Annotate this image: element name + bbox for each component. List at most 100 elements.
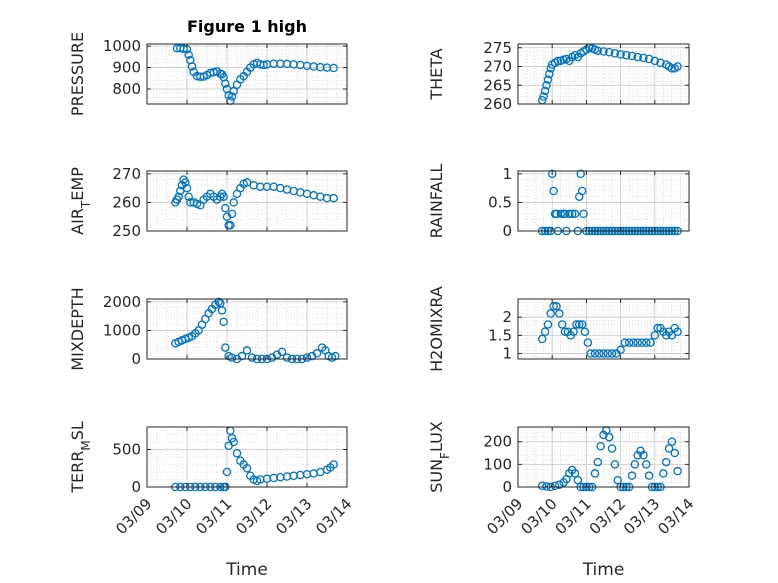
- y-tick-label: 1000: [103, 37, 141, 55]
- y-tick-label: 500: [112, 441, 141, 459]
- data-point: [546, 309, 556, 318]
- data-point: [661, 457, 671, 467]
- data-point: [644, 54, 654, 64]
- data-point: [633, 338, 642, 347]
- data-point: [569, 327, 578, 336]
- tick-marks: [146, 427, 348, 488]
- y-tick-label: 1000: [103, 321, 141, 339]
- data-point: [650, 331, 660, 340]
- tick-marks: [146, 171, 348, 232]
- y-tick-label: 1.5: [488, 326, 512, 344]
- x-tick-label: 03/13: [620, 495, 663, 538]
- data-point: [630, 460, 640, 469]
- y-tick-label: 270: [483, 58, 512, 76]
- axes-box: [146, 170, 348, 232]
- axes-box: [517, 43, 690, 105]
- y-axis-label: SUNFLUX: [427, 421, 452, 493]
- data-point: [546, 64, 556, 73]
- data-point: [604, 432, 614, 442]
- y-tick-label: 2: [502, 308, 512, 326]
- data-point: [673, 327, 682, 336]
- data-point: [644, 471, 654, 480]
- tick-marks: [517, 171, 690, 232]
- x-tick-label: 03/12: [232, 495, 275, 538]
- data-point: [642, 460, 651, 469]
- data-point: [607, 349, 617, 358]
- subplot-pressure: 800 900 1000 PRESSURE Figure 1 high: [68, 17, 348, 116]
- data-point: [639, 53, 648, 63]
- series-markers: [537, 302, 682, 358]
- y-axis-label: RAINFALL: [427, 164, 446, 239]
- data-point: [549, 186, 558, 196]
- data-point: [553, 56, 563, 66]
- data-point: [282, 353, 292, 362]
- x-tick-label: 03/11: [192, 495, 235, 538]
- y-axis-label: THETA: [427, 48, 446, 100]
- data-point: [229, 86, 238, 96]
- data-point: [593, 457, 603, 467]
- data-point: [537, 334, 547, 344]
- tick-marks: [517, 44, 690, 105]
- data-point: [572, 320, 581, 329]
- axes-box: [517, 298, 690, 360]
- data-point: [329, 460, 338, 469]
- data-point: [633, 451, 642, 460]
- data-point: [590, 469, 600, 478]
- data-point: [646, 338, 655, 347]
- data-point: [639, 451, 648, 460]
- data-point: [542, 81, 551, 90]
- y-tick-label: 1: [502, 165, 512, 183]
- data-point: [583, 338, 593, 347]
- data-point: [670, 448, 680, 458]
- data-point: [237, 351, 247, 361]
- data-point: [579, 209, 588, 219]
- axes-box: [146, 298, 348, 360]
- tick-marks: [146, 44, 348, 104]
- data-point: [656, 58, 665, 68]
- tick-marks: [517, 299, 690, 359]
- data-point: [181, 178, 190, 187]
- data-point: [599, 47, 608, 56]
- data-point: [540, 327, 550, 336]
- data-point: [552, 302, 561, 311]
- data-point: [667, 64, 677, 73]
- x-tick-label: 03/09: [483, 495, 526, 538]
- subplot-rainfall: 0 0.5 1 RAINFALL: [427, 164, 690, 240]
- data-point: [179, 44, 188, 53]
- data-point: [247, 353, 257, 362]
- data-point: [222, 467, 232, 477]
- data-point: [229, 437, 238, 447]
- minor-grid: [147, 171, 347, 232]
- x-tick-label: 03/09: [112, 495, 155, 538]
- data-point: [636, 446, 645, 456]
- data-point: [537, 481, 547, 491]
- data-point: [594, 349, 604, 358]
- data-point: [673, 466, 682, 476]
- data-point: [184, 50, 193, 59]
- data-point: [312, 349, 322, 358]
- y-tick-label: 800: [112, 80, 141, 98]
- y-axis-label: MIXDEPTH: [68, 287, 87, 370]
- data-point: [329, 63, 338, 73]
- axes-box: [517, 426, 690, 488]
- data-point: [174, 192, 183, 201]
- data-point: [556, 209, 566, 219]
- data-point: [221, 79, 230, 88]
- minor-grid: [518, 43, 689, 105]
- data-point: [642, 338, 651, 347]
- y-axis-label: H2OMIXRA: [427, 286, 446, 372]
- data-point: [187, 62, 197, 71]
- data-point: [565, 209, 574, 219]
- data-point: [539, 92, 548, 101]
- data-point: [226, 221, 235, 230]
- data-point: [221, 343, 230, 352]
- y-tick-label: 0: [502, 222, 512, 240]
- data-point: [570, 469, 580, 478]
- axes-box: [146, 43, 348, 105]
- tick-marks: [517, 427, 690, 488]
- data-point: [540, 86, 550, 96]
- data-point: [547, 169, 557, 179]
- data-point: [616, 345, 625, 355]
